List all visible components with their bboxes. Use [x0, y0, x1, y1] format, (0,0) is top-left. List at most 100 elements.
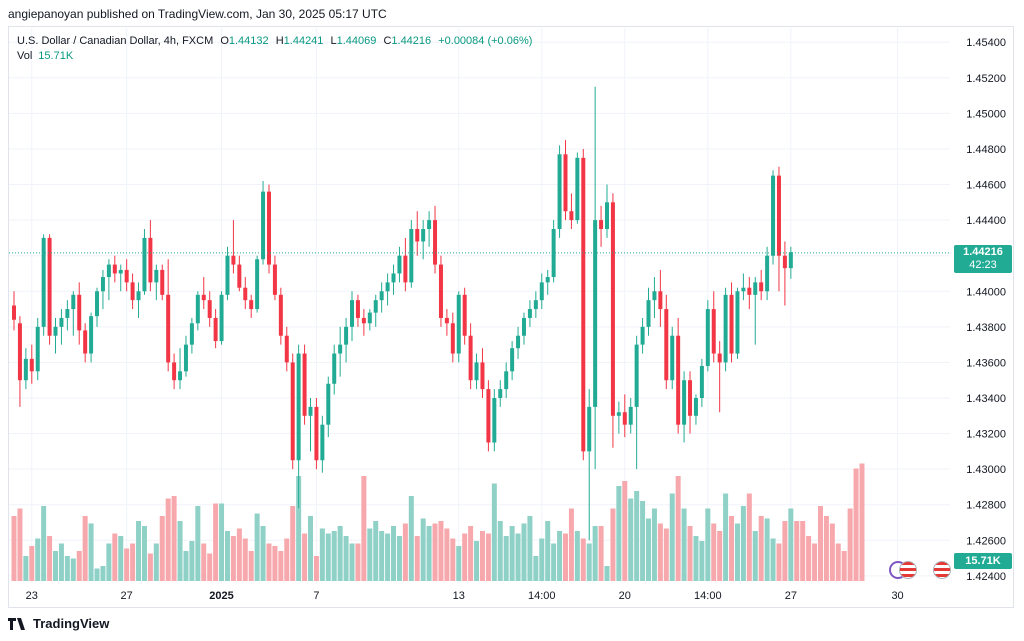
- candle-body: [231, 255, 236, 265]
- candle: [729, 282, 734, 363]
- volume-bar: [402, 523, 408, 581]
- candle: [290, 353, 295, 470]
- volume-bar: [106, 543, 112, 581]
- volume-bar: [284, 538, 290, 581]
- volume-bar: [124, 548, 130, 581]
- low-label: L: [330, 35, 337, 47]
- us-flag-icon-2[interactable]: [933, 561, 951, 579]
- candle: [539, 273, 544, 310]
- candle-body: [261, 191, 266, 260]
- volume-bar: [296, 476, 302, 581]
- candle: [492, 389, 497, 452]
- volume-bar: [260, 526, 266, 581]
- candle-body: [433, 220, 438, 265]
- candle-body: [516, 335, 521, 349]
- candle: [195, 291, 200, 331]
- volume-bar: [651, 508, 657, 581]
- us-flag-icon[interactable]: [899, 561, 917, 579]
- candle: [142, 229, 147, 295]
- volume-bar: [729, 516, 735, 581]
- volume-bar: [462, 533, 468, 581]
- volume-bar: [432, 523, 438, 581]
- candle-body: [361, 317, 366, 324]
- candle: [510, 341, 515, 381]
- candle: [41, 234, 46, 336]
- candle-body: [219, 294, 224, 342]
- bar-countdown: 42:23: [969, 258, 997, 271]
- tradingview-logo-icon: [8, 617, 25, 630]
- candle-body: [492, 398, 497, 443]
- candle-body: [278, 294, 283, 336]
- candle: [112, 255, 117, 283]
- volume-bar: [515, 533, 521, 581]
- candle: [255, 255, 260, 313]
- candle-body: [118, 269, 123, 274]
- volume-bar: [58, 543, 64, 581]
- price-tick-label: 1.44600: [966, 180, 1006, 192]
- volume-bar: [408, 496, 414, 581]
- candle: [148, 220, 153, 292]
- volume-bar: [183, 551, 189, 581]
- candle-body: [148, 237, 153, 283]
- candle: [130, 273, 135, 310]
- volume-bar: [313, 556, 319, 581]
- volume-bar: [823, 516, 829, 581]
- time-tick-label: 7: [313, 590, 319, 602]
- candle-body: [403, 255, 408, 283]
- volume-bar: [47, 536, 53, 581]
- candle-body: [688, 380, 693, 416]
- candle: [628, 398, 633, 434]
- candle: [723, 287, 728, 372]
- volume-bar: [76, 551, 82, 581]
- candle-body: [563, 154, 568, 212]
- volume-bar: [278, 551, 284, 581]
- volume-bar: [859, 463, 865, 581]
- candle-body: [771, 175, 776, 256]
- candle: [699, 358, 704, 407]
- candle: [12, 291, 16, 331]
- time-tick-label: 13: [453, 590, 465, 602]
- volume-badge: 15.71K: [954, 553, 1012, 569]
- candle-body: [723, 294, 728, 363]
- candle: [326, 376, 331, 438]
- last-price-text: 1.44216: [963, 245, 1003, 258]
- candle: [474, 353, 479, 390]
- candle: [616, 401, 621, 434]
- time-tick-label: 27: [785, 590, 797, 602]
- candle: [705, 300, 710, 372]
- candle-body: [29, 358, 34, 372]
- candle-body: [444, 317, 449, 324]
- volume-bar: [598, 526, 604, 581]
- volume-bar: [64, 556, 70, 581]
- volume-bar: [396, 536, 402, 581]
- symbol-title: U.S. Dollar / Canadian Dollar, 4h, FXCM: [17, 35, 214, 47]
- candle: [201, 277, 206, 310]
- candle-body: [136, 291, 141, 301]
- candle: [634, 335, 639, 470]
- candle: [759, 269, 764, 301]
- volume-bar: [272, 546, 278, 581]
- candle-body: [35, 326, 40, 372]
- volume-bar: [141, 526, 147, 581]
- candle: [154, 264, 159, 301]
- candle: [320, 415, 325, 473]
- candle-body: [344, 326, 349, 345]
- candle-body: [385, 282, 390, 292]
- volume-bar: [586, 543, 592, 581]
- candle-body: [527, 309, 532, 318]
- price-tick-label: 1.42400: [966, 571, 1006, 583]
- volume-bar: [207, 553, 213, 581]
- candle-body: [545, 277, 550, 283]
- price-tick-label: 1.44400: [966, 215, 1006, 227]
- candle-body: [693, 398, 698, 416]
- candle: [266, 184, 271, 274]
- volume-bar: [746, 493, 752, 581]
- candle: [106, 259, 111, 301]
- high-value: 1.44241: [283, 35, 324, 47]
- candle: [278, 287, 283, 345]
- candle-body: [249, 300, 254, 310]
- price-tick-label: 1.45000: [966, 108, 1006, 120]
- candle: [166, 259, 171, 372]
- candle-body: [705, 309, 710, 366]
